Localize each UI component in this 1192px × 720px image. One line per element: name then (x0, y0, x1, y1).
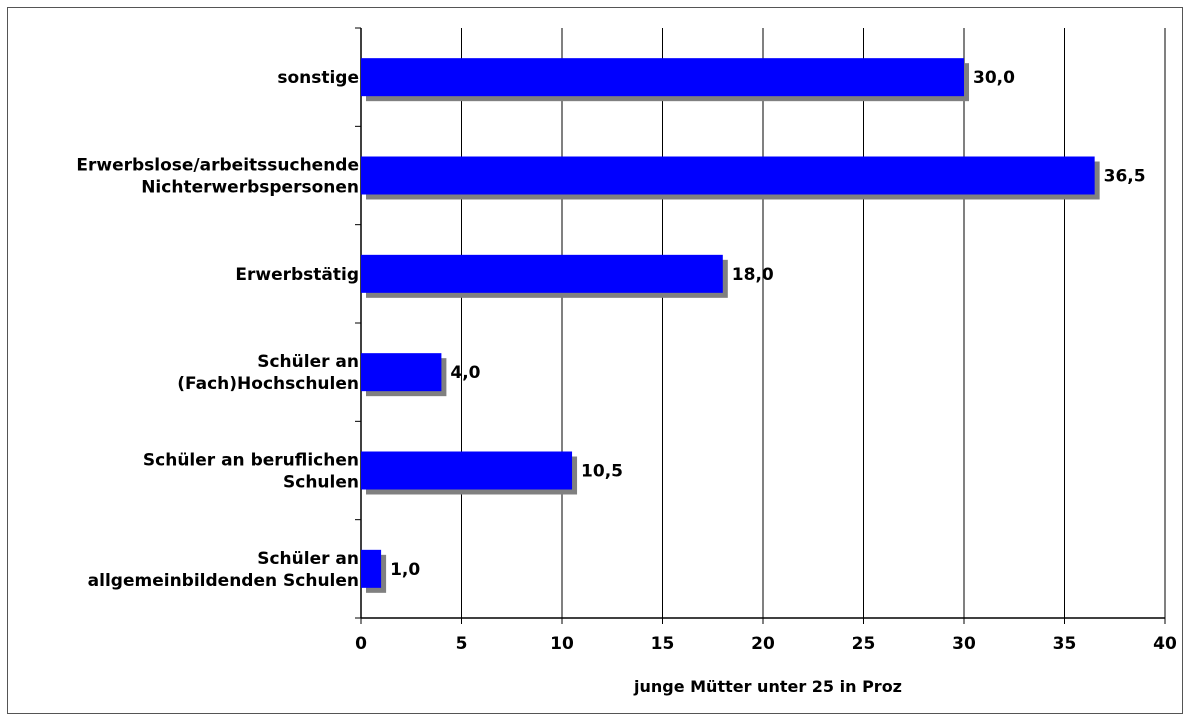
category-label: Erwerbstätig (235, 265, 359, 285)
data-label: 18,0 (732, 265, 774, 285)
data-label: 1,0 (390, 560, 420, 580)
category-label: Schulen (283, 473, 359, 493)
bar (361, 451, 573, 490)
x-tick-label: 0 (355, 634, 367, 654)
category-label: allgemeinbildenden Schulen (88, 571, 359, 591)
x-tick-label: 15 (651, 634, 675, 654)
x-tick-label: 35 (1053, 634, 1077, 654)
category-label: Schüler an beruflichen (143, 451, 359, 471)
x-tick-label: 20 (751, 634, 775, 654)
x-tick-label: 5 (456, 634, 468, 654)
x-tick-label: 40 (1153, 634, 1177, 654)
category-label: Nichterwerbspersonen (141, 178, 359, 198)
category-label: (Fach)Hochschulen (177, 374, 359, 394)
x-tick-label: 25 (852, 634, 876, 654)
x-axis-title: junge Mütter unter 25 in Proz (633, 677, 902, 696)
category-label: Schüler an (257, 549, 359, 569)
x-tick-label: 10 (550, 634, 574, 654)
data-label: 36,5 (1104, 167, 1146, 187)
category-label: Erwerbslose/arbeitssuchende (76, 156, 359, 176)
bar (361, 353, 442, 392)
bar (361, 549, 382, 588)
data-label: 30,0 (973, 68, 1015, 88)
data-label: 10,5 (581, 462, 623, 482)
data-label: 4,0 (450, 363, 480, 383)
chart-frame (7, 7, 1183, 714)
category-label: Schüler an (257, 352, 359, 372)
bar (361, 58, 964, 97)
bar (361, 254, 723, 293)
x-tick-label: 30 (952, 634, 976, 654)
bar (361, 156, 1095, 195)
category-label: sonstige (277, 68, 359, 88)
